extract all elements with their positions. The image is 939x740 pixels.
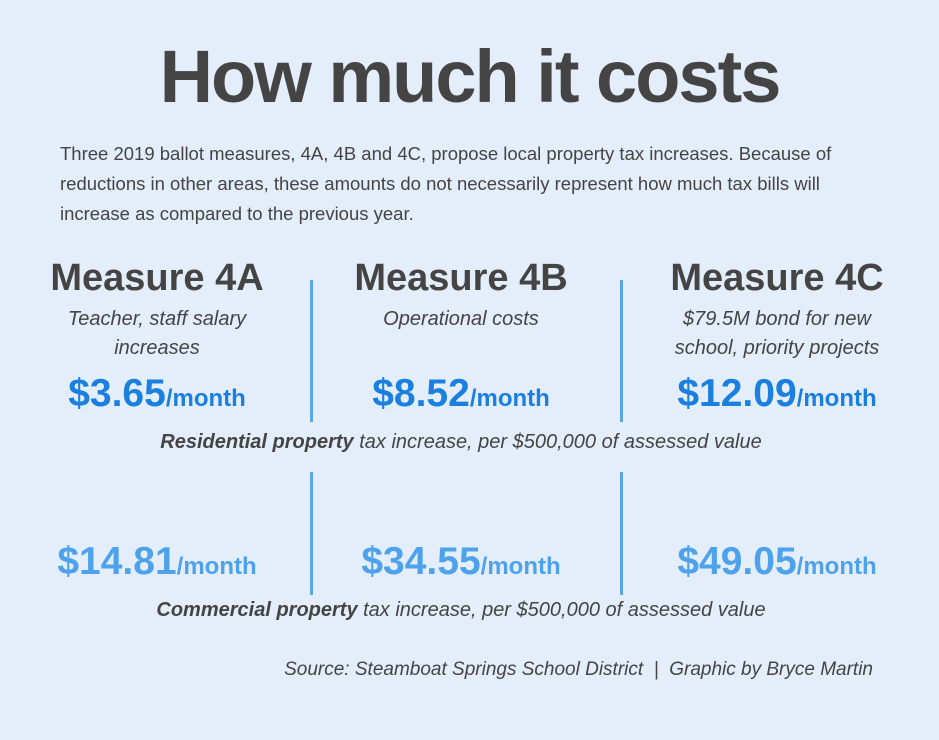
amount-unit: /month — [176, 553, 257, 580]
commercial-amount: $14.81/month — [7, 540, 307, 584]
residential-amount: $8.52/month — [311, 372, 611, 416]
residential-amount: $3.65/month — [7, 372, 307, 416]
title: How much it costs — [159, 35, 782, 118]
residential-caption: Residential property tax increase, per $… — [0, 431, 922, 454]
amount-value: $12.09 — [677, 372, 797, 415]
caption-text: tax increase, per $500,000 of assessed v… — [353, 431, 762, 453]
divider — [620, 280, 623, 422]
commercial-amount: $34.55/month — [311, 540, 611, 584]
measure-description: Teacher, staff salary increases — [67, 308, 247, 359]
divider — [310, 472, 313, 595]
divider — [310, 280, 313, 422]
amount-unit: /month — [796, 553, 877, 580]
caption-bold: Residential property — [160, 431, 354, 453]
amount-value: $34.55 — [361, 540, 481, 583]
intro-text: Three 2019 ballot measures, 4A, 4B and 4… — [60, 143, 832, 224]
amount-unit: /month — [165, 385, 246, 412]
caption-bold: Commercial property — [156, 599, 358, 621]
amount-unit: /month — [796, 385, 877, 412]
commercial-caption: Commercial property tax increase, per $5… — [0, 599, 922, 622]
amount-value: $14.81 — [57, 540, 177, 583]
amount-unit: /month — [480, 553, 561, 580]
measure-name: Measure 4C — [670, 257, 884, 299]
commercial-amount: $49.05/month — [627, 540, 927, 584]
divider — [620, 472, 623, 595]
measure-description: Operational costs — [383, 308, 539, 330]
measure-name: Measure 4B — [354, 257, 568, 299]
source: Source: Steamboat Springs School Distric… — [284, 659, 873, 680]
caption-text: tax increase, per $500,000 of assessed v… — [357, 599, 766, 621]
amount-unit: /month — [469, 385, 550, 412]
amount-value: $3.65 — [68, 372, 166, 415]
measure-name: Measure 4A — [50, 257, 264, 299]
residential-amount: $12.09/month — [627, 372, 927, 416]
measure-description: $79.5M bond for new school, priority pro… — [674, 308, 880, 359]
amount-value: $8.52 — [372, 372, 470, 415]
amount-value: $49.05 — [677, 540, 797, 583]
